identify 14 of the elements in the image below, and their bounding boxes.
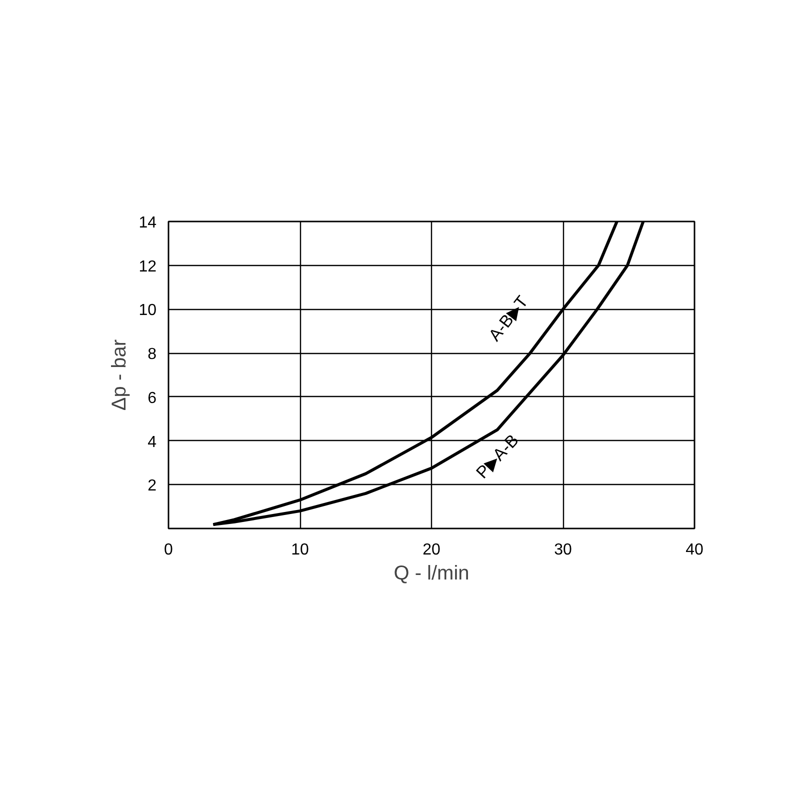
x-tick-label: 10	[291, 542, 309, 558]
y-tick-label: 12	[138, 258, 157, 276]
y-axis-title: Δp - bar	[108, 339, 131, 411]
x-axis-title: Q - l/min	[394, 562, 470, 584]
x-tick-label: 30	[554, 542, 572, 558]
y-tick-label: 4	[148, 434, 157, 451]
x-tick-label: 40	[686, 542, 704, 558]
x-tick-label: 0	[164, 542, 174, 558]
y-tick-label: 6	[148, 390, 157, 407]
x-tick-label: 20	[422, 542, 440, 558]
y-tick-label: 8	[148, 346, 157, 364]
y-tick-label: 14	[138, 214, 157, 232]
y-tick-label: 10	[138, 302, 157, 320]
y-tick-label: 2	[148, 478, 157, 495]
